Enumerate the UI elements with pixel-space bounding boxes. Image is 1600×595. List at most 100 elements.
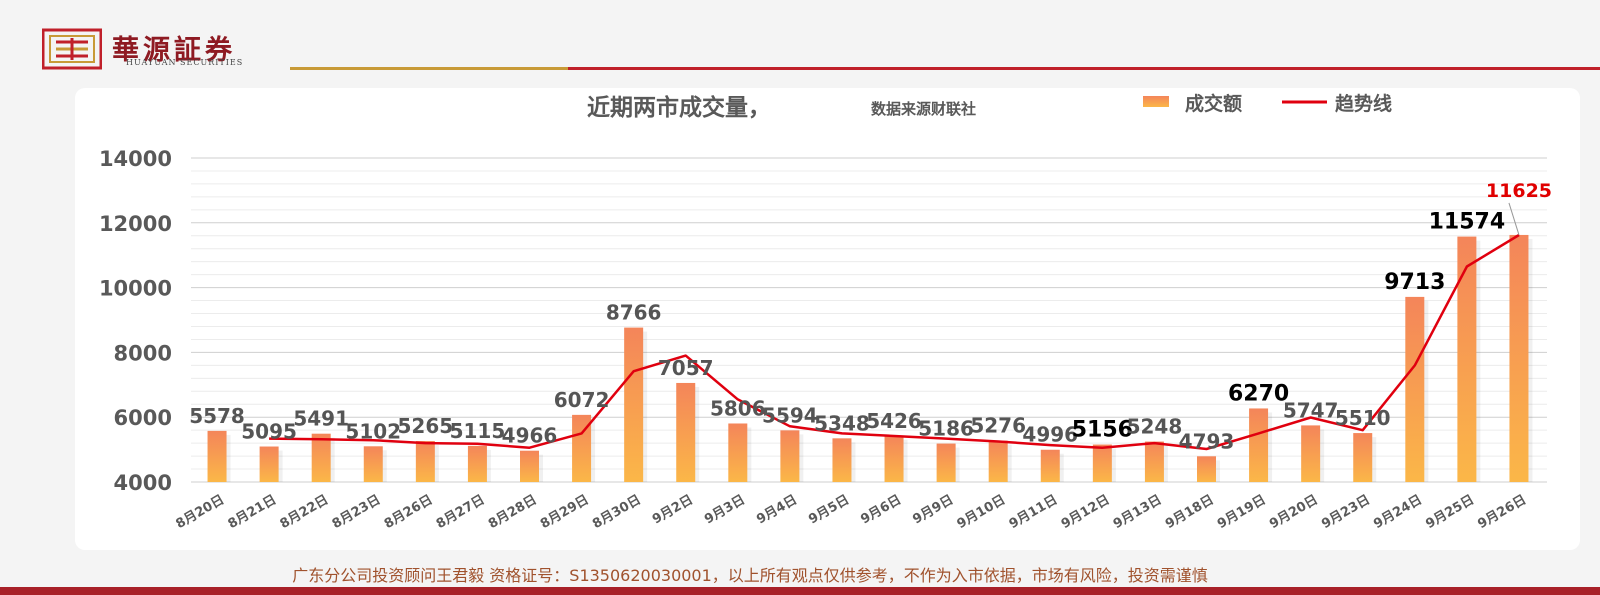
- data-label: 11574: [1429, 210, 1506, 235]
- bar: [988, 440, 1008, 482]
- bar: [1405, 296, 1425, 482]
- trend-line: [269, 233, 1520, 451]
- bar: [780, 430, 800, 482]
- footer-disclaimer: 广东分公司投资顾问王君毅 资格证号：S1350620030001，以上所有观点仅…: [292, 566, 1208, 585]
- bar: [1040, 449, 1060, 482]
- x-tick-label: 9月23日: [1319, 492, 1373, 532]
- brand-name: 華源証券: [112, 35, 236, 66]
- x-tick-label: 9月25日: [1423, 492, 1477, 532]
- bar: [1509, 234, 1529, 482]
- bar-series: [207, 234, 1533, 482]
- x-tick-label: 8月30日: [590, 492, 644, 532]
- legend-label-bar: 成交额: [1185, 92, 1242, 115]
- x-tick-label: 9月13日: [1111, 492, 1165, 532]
- bar: [832, 438, 852, 482]
- bar: [1457, 236, 1477, 482]
- x-tick-label: 9月5日: [806, 492, 852, 527]
- y-tick-label: 12000: [99, 212, 172, 236]
- bar: [363, 446, 383, 482]
- bar: [1197, 456, 1216, 482]
- bar: [311, 433, 331, 482]
- bar: [572, 414, 592, 482]
- header-rule-gold: [290, 67, 568, 70]
- x-tick-label: 9月4日: [754, 492, 800, 527]
- x-tick-label: 9月6日: [858, 492, 904, 527]
- x-tick-label: 8月22日: [278, 492, 332, 532]
- bar: [1144, 441, 1164, 482]
- bar: [624, 327, 644, 482]
- x-tick-label: 8月23日: [330, 492, 384, 532]
- bar: [415, 441, 435, 482]
- data-label: 5348: [814, 411, 870, 435]
- bar: [676, 382, 696, 482]
- data-label: 5115: [450, 419, 506, 443]
- bar: [207, 430, 227, 482]
- data-label: 5186: [918, 417, 974, 441]
- brand-name-en: HUAYUAN SECURITIES: [126, 58, 244, 67]
- x-tick-label: 9月19日: [1215, 492, 1269, 532]
- bar: [1353, 433, 1373, 482]
- data-label: 5248: [1127, 415, 1183, 439]
- data-label: 9713: [1384, 270, 1445, 295]
- legend-swatch-bar: [1143, 96, 1169, 107]
- bar: [728, 423, 748, 482]
- x-tick-label: 9月2日: [650, 492, 696, 527]
- x-tick-label: 9月11日: [1007, 492, 1061, 532]
- data-label: 5276: [970, 414, 1026, 438]
- y-tick-label: 4000: [114, 471, 172, 495]
- volume-chart: 近期两市成交量， 数据来源财联社 成交额 趋势线 4000 6000 8000 100…: [99, 92, 1552, 532]
- data-label: 5806: [710, 396, 766, 420]
- footer-bar: [0, 587, 1600, 595]
- bar: [467, 445, 487, 482]
- data-label: 5095: [241, 420, 297, 444]
- data-label: 6270: [1228, 381, 1289, 406]
- y-tick-label: 6000: [114, 406, 172, 430]
- x-tick-label: 9月20日: [1267, 492, 1321, 532]
- brand-header: 華源証券 HUAYUAN SECURITIES: [40, 28, 290, 72]
- data-label: 4966: [502, 424, 558, 448]
- bar: [884, 435, 904, 482]
- data-label: 6072: [554, 388, 610, 412]
- data-label: 5426: [866, 409, 922, 433]
- header-rule-red: [568, 67, 1600, 70]
- trend-series: [269, 233, 1520, 451]
- x-axis-labels: 8月20日8月21日8月22日8月23日8月26日8月27日8月28日8月29日…: [174, 492, 1529, 532]
- data-label: 5156: [1072, 418, 1133, 443]
- x-tick-label: 9月12日: [1059, 492, 1113, 532]
- y-axis-labels: 4000 6000 8000 10000 12000 14000: [99, 147, 172, 495]
- bar: [1249, 408, 1269, 482]
- x-tick-label: 9月10日: [955, 492, 1009, 532]
- legend-label-line: 趋势线: [1335, 92, 1392, 115]
- data-label: 5510: [1335, 406, 1391, 430]
- x-tick-label: 8月28日: [486, 492, 540, 532]
- bar: [1092, 444, 1112, 482]
- x-tick-label: 8月29日: [538, 492, 592, 532]
- data-label: 5578: [189, 404, 245, 428]
- x-tick-label: 9月9日: [910, 492, 956, 527]
- bar: [1301, 425, 1321, 482]
- data-label: 5594: [762, 403, 818, 427]
- data-label: 7057: [658, 356, 714, 380]
- x-tick-label: 8月27日: [434, 492, 488, 532]
- data-label: 4996: [1022, 423, 1078, 447]
- x-tick-label: 8月20日: [174, 492, 228, 532]
- data-label: 11625: [1486, 180, 1552, 202]
- y-tick-label: 8000: [114, 341, 172, 365]
- data-label: 5491: [293, 407, 349, 431]
- chart-subtitle: 数据来源财联社: [871, 100, 976, 118]
- data-label-leader: [1508, 202, 1520, 236]
- data-label: 5102: [345, 419, 401, 443]
- x-tick-label: 9月18日: [1163, 492, 1217, 532]
- x-tick-label: 9月3日: [702, 492, 748, 527]
- x-tick-label: 9月24日: [1371, 492, 1425, 532]
- huayuan-logo-icon: [42, 28, 102, 70]
- y-tick-label: 14000: [99, 147, 172, 171]
- chart-card: 近期两市成交量， 数据来源财联社 成交额 趋势线 4000 6000 8000 100…: [75, 88, 1580, 550]
- data-label: 4793: [1179, 429, 1235, 453]
- x-tick-label: 8月21日: [226, 492, 280, 532]
- chart-title: 近期两市成交量，: [587, 94, 771, 121]
- data-label: 5265: [398, 414, 454, 438]
- data-label: 5747: [1283, 398, 1339, 422]
